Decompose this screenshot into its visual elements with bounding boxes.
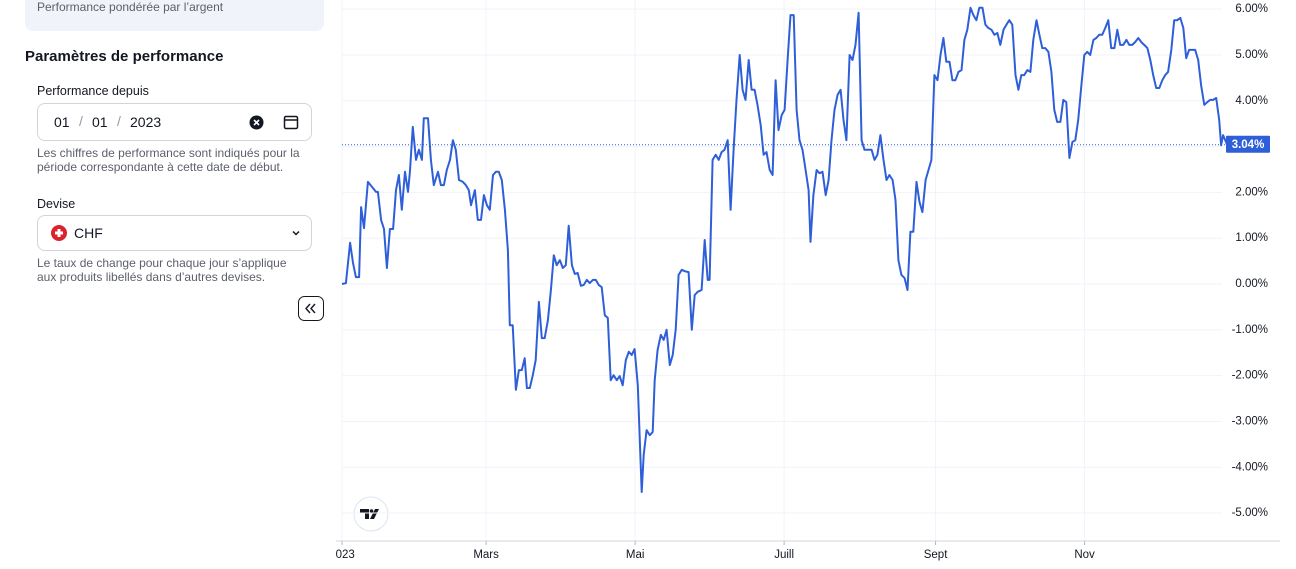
tradingview-logo — [353, 496, 389, 532]
date-day[interactable]: 01 — [54, 114, 70, 130]
section-title: Paramètres de performance — [25, 48, 224, 65]
collapse-button[interactable] — [298, 296, 324, 321]
help-text: aux produits libellés dans d’autres devi… — [37, 270, 266, 284]
last-value-label: 3.04% — [1232, 139, 1265, 151]
sidebar-card — [25, 0, 324, 31]
x-tick-label: 2023 — [336, 549, 355, 561]
chart: -5.00% -4.00% -3.00% -2.00% -1.00% 0.00% 1.00%… — [336, 0, 1280, 561]
currency-select[interactable]: CHF — [37, 215, 312, 251]
y-tick-label: 1.00% — [1235, 232, 1268, 244]
y-tick-label: -2.00% — [1232, 370, 1268, 382]
y-tick-label: -5.00% — [1232, 507, 1268, 519]
x-tick-label: Nov — [1074, 549, 1095, 561]
currency-value: CHF — [74, 225, 103, 241]
x-tick-label: Juill — [774, 549, 794, 561]
date-year[interactable]: 2023 — [130, 114, 162, 130]
y-tick-label: 2.00% — [1235, 186, 1268, 198]
last-value-box — [1226, 135, 1270, 153]
field-label: Performance depuis — [37, 84, 149, 98]
currency-flag — [51, 225, 67, 241]
card-text: Performance pondérée par l’argent — [37, 0, 224, 14]
y-tick-label: -3.00% — [1232, 415, 1268, 427]
date-separator: / — [79, 113, 83, 129]
grid — [341, 0, 1222, 541]
field-label: Devise — [37, 197, 76, 211]
help-text: Le taux de change pour chaque jour s’app… — [37, 256, 287, 270]
y-tick-label: 0.00% — [1235, 278, 1268, 290]
y-tick-label: 6.00% — [1235, 3, 1268, 15]
date-month[interactable]: 01 — [92, 114, 108, 130]
y-tick-label: -1.00% — [1232, 324, 1268, 336]
clear-button[interactable] — [249, 115, 264, 130]
x-tick-label: Mars — [473, 549, 499, 561]
date-input[interactable]: 01 / 01 / 2023 — [37, 103, 312, 141]
performance-line — [341, 6, 1229, 493]
y-tick-label: -4.00% — [1232, 461, 1268, 473]
y-tick-label: 5.00% — [1235, 49, 1268, 61]
calendar-button[interactable] — [283, 114, 299, 130]
x-tick-label: Sept — [924, 549, 948, 561]
y-tick-label: 4.00% — [1235, 95, 1268, 107]
dropdown-chevron — [292, 230, 300, 236]
x-tick-label: Mai — [626, 549, 645, 561]
help-text: Les chiffres de performance sont indiqué… — [37, 146, 300, 160]
help-text: période correspondante à cette date de d… — [37, 160, 284, 174]
date-separator: / — [117, 113, 121, 129]
